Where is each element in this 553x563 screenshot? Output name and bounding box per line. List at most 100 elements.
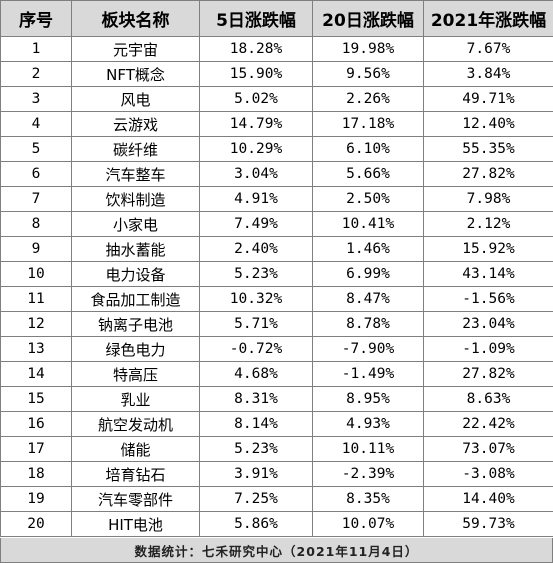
cell-2021-change: 7.98% <box>423 186 553 212</box>
cell-sector-name: 储能 <box>71 436 200 462</box>
cell-20day-change: 6.99% <box>312 261 424 287</box>
cell-20day-change: 4.93% <box>312 411 424 437</box>
table-row: 9 抽水蓄能 2.40% 1.46% 15.92% <box>0 236 553 262</box>
table-row: 16 航空发动机 8.14% 4.93% 22.42% <box>0 411 553 437</box>
cell-sector-name: 元宇宙 <box>71 36 200 62</box>
cell-sector-name: HIT电池 <box>71 511 200 537</box>
cell-2021-change: 22.42% <box>423 411 553 437</box>
data-source-footer: 数据统计：七禾研究中心（2021年11月4日） <box>0 538 553 563</box>
table-row: 6 汽车整车 3.04% 5.66% 27.82% <box>0 161 553 187</box>
cell-index: 5 <box>0 136 72 162</box>
cell-sector-name: 电力设备 <box>71 261 200 287</box>
cell-index: 19 <box>0 486 72 512</box>
cell-2021-change: 73.07% <box>423 436 553 462</box>
cell-2021-change: 27.82% <box>423 361 553 387</box>
cell-index: 2 <box>0 61 72 87</box>
cell-sector-name: 钠离子电池 <box>71 311 200 337</box>
cell-2021-change: -1.09% <box>423 336 553 362</box>
cell-5day-change: 15.90% <box>199 61 313 87</box>
cell-5day-change: 8.14% <box>199 411 313 437</box>
cell-20day-change: 2.50% <box>312 186 424 212</box>
cell-2021-change: 14.40% <box>423 486 553 512</box>
cell-index: 20 <box>0 511 72 537</box>
cell-5day-change: 7.49% <box>199 211 313 237</box>
table-row: 15 乳业 8.31% 8.95% 8.63% <box>0 386 553 412</box>
cell-sector-name: 培育钻石 <box>71 461 200 487</box>
cell-sector-name: 汽车整车 <box>71 161 200 187</box>
cell-2021-change: 55.35% <box>423 136 553 162</box>
cell-sector-name: 乳业 <box>71 386 200 412</box>
cell-2021-change: 27.82% <box>423 161 553 187</box>
cell-2021-change: 7.67% <box>423 36 553 62</box>
cell-5day-change: 14.79% <box>199 111 313 137</box>
table-row: 19 汽车零部件 7.25% 8.35% 14.40% <box>0 486 553 512</box>
cell-index: 16 <box>0 411 72 437</box>
cell-sector-name: 小家电 <box>71 211 200 237</box>
cell-20day-change: 6.10% <box>312 136 424 162</box>
cell-20day-change: 10.07% <box>312 511 424 537</box>
cell-20day-change: 10.41% <box>312 211 424 237</box>
cell-5day-change: 5.71% <box>199 311 313 337</box>
table-body: 1 元宇宙 18.28% 19.98% 7.67% 2 NFT概念 15.90% 9.56% 3.… <box>0 36 553 537</box>
cell-sector-name: 碳纤维 <box>71 136 200 162</box>
table-row: 11 食品加工制造 10.32% 8.47% -1.56% <box>0 286 553 312</box>
cell-2021-change: 43.14% <box>423 261 553 287</box>
cell-5day-change: 8.31% <box>199 386 313 412</box>
header-2021-change: 2021年涨跌幅 <box>423 0 553 37</box>
table-row: 17 储能 5.23% 10.11% 73.07% <box>0 436 553 462</box>
cell-20day-change: 8.78% <box>312 311 424 337</box>
cell-5day-change: 18.28% <box>199 36 313 62</box>
cell-index: 6 <box>0 161 72 187</box>
cell-index: 1 <box>0 36 72 62</box>
cell-2021-change: 23.04% <box>423 311 553 337</box>
cell-20day-change: 9.56% <box>312 61 424 87</box>
cell-sector-name: 汽车零部件 <box>71 486 200 512</box>
cell-index: 3 <box>0 86 72 112</box>
sector-performance-table: 序号 板块名称 5日涨跌幅 20日涨跌幅 2021年涨跌幅 1 元宇宙 18.28%… <box>0 0 553 537</box>
table-row: 1 元宇宙 18.28% 19.98% 7.67% <box>0 36 553 62</box>
cell-index: 15 <box>0 386 72 412</box>
cell-sector-name: 航空发动机 <box>71 411 200 437</box>
cell-index: 4 <box>0 111 72 137</box>
header-sector-name: 板块名称 <box>71 0 200 37</box>
table-row: 8 小家电 7.49% 10.41% 2.12% <box>0 211 553 237</box>
cell-index: 18 <box>0 461 72 487</box>
table-row: 4 云游戏 14.79% 17.18% 12.40% <box>0 111 553 137</box>
cell-20day-change: 10.11% <box>312 436 424 462</box>
cell-5day-change: 4.68% <box>199 361 313 387</box>
cell-5day-change: 3.04% <box>199 161 313 187</box>
cell-sector-name: 云游戏 <box>71 111 200 137</box>
table-row: 18 培育钻石 3.91% -2.39% -3.08% <box>0 461 553 487</box>
cell-index: 10 <box>0 261 72 287</box>
header-20day-change: 20日涨跌幅 <box>312 0 424 37</box>
cell-20day-change: 2.26% <box>312 86 424 112</box>
table-row: 10 电力设备 5.23% 6.99% 43.14% <box>0 261 553 287</box>
cell-index: 17 <box>0 436 72 462</box>
cell-20day-change: 8.35% <box>312 486 424 512</box>
table-row: 2 NFT概念 15.90% 9.56% 3.84% <box>0 61 553 87</box>
cell-5day-change: 3.91% <box>199 461 313 487</box>
cell-2021-change: 49.71% <box>423 86 553 112</box>
cell-index: 11 <box>0 286 72 312</box>
table-row: 13 绿色电力 -0.72% -7.90% -1.09% <box>0 336 553 362</box>
cell-20day-change: 8.47% <box>312 286 424 312</box>
cell-5day-change: 5.23% <box>199 436 313 462</box>
cell-20day-change: 19.98% <box>312 36 424 62</box>
header-5day-change: 5日涨跌幅 <box>199 0 313 37</box>
table-row: 14 特高压 4.68% -1.49% 27.82% <box>0 361 553 387</box>
cell-5day-change: -0.72% <box>199 336 313 362</box>
cell-5day-change: 4.91% <box>199 186 313 212</box>
cell-index: 13 <box>0 336 72 362</box>
cell-5day-change: 7.25% <box>199 486 313 512</box>
table-row: 20 HIT电池 5.86% 10.07% 59.73% <box>0 511 553 537</box>
table-row: 3 风电 5.02% 2.26% 49.71% <box>0 86 553 112</box>
header-index: 序号 <box>0 0 72 37</box>
cell-index: 8 <box>0 211 72 237</box>
cell-sector-name: 绿色电力 <box>71 336 200 362</box>
cell-2021-change: 15.92% <box>423 236 553 262</box>
cell-2021-change: -1.56% <box>423 286 553 312</box>
cell-20day-change: 1.46% <box>312 236 424 262</box>
cell-sector-name: 特高压 <box>71 361 200 387</box>
cell-5day-change: 10.32% <box>199 286 313 312</box>
